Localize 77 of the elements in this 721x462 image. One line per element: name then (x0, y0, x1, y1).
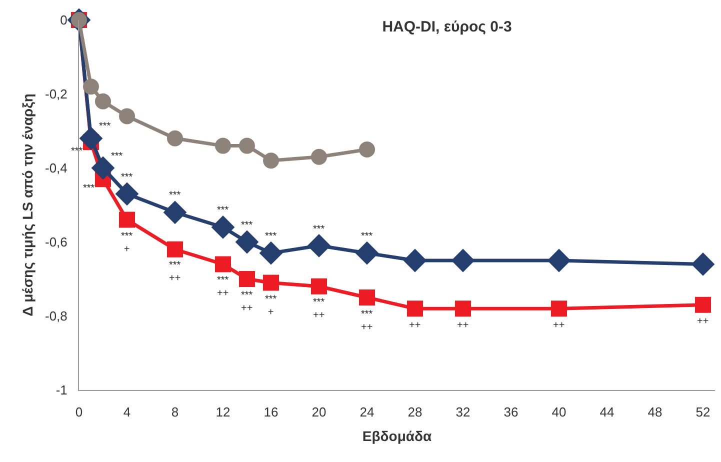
x-tick-label: 28 (408, 404, 422, 420)
annotation: *** (265, 231, 277, 242)
y-tick-label: -0,2 (44, 86, 68, 102)
annotation: *** (71, 146, 83, 157)
point (83, 78, 99, 95)
annotation: *** (169, 190, 181, 201)
annotation: *** ++ (169, 260, 181, 284)
point (359, 290, 375, 306)
annotation: *** ++ (217, 275, 229, 299)
annotation: ++ (553, 320, 565, 331)
point (263, 152, 279, 169)
annotation: *** (313, 224, 325, 235)
point (91, 156, 115, 180)
annotation: *** + (121, 231, 133, 255)
point (119, 212, 135, 228)
y-tick-label: -0,6 (44, 234, 68, 250)
chart-title: HAQ-DI, εύρος 0-3 (382, 18, 512, 36)
point (215, 138, 231, 154)
point (551, 300, 567, 317)
x-tick-label: 48 (648, 404, 662, 420)
point (691, 252, 715, 276)
point (239, 271, 255, 287)
y-axis-title: Δ μέσης τιμής LS από την έναρξη (20, 94, 36, 316)
point (115, 182, 139, 206)
y-tick-label: -0,4 (44, 160, 68, 176)
point (455, 300, 471, 317)
x-tick-label: 44 (600, 404, 614, 420)
x-tick-label: 0 (75, 404, 83, 420)
point (451, 248, 475, 272)
annotation: *** (99, 121, 111, 132)
point (163, 200, 187, 224)
annotation: *** ++ (313, 297, 325, 321)
x-tick-label: 52 (696, 404, 710, 420)
annotation: ++ (457, 320, 469, 331)
point (311, 148, 327, 165)
x-tick-label: 8 (171, 404, 179, 420)
point (235, 230, 259, 254)
point (307, 234, 331, 258)
annotation: *** (121, 172, 133, 183)
point (215, 256, 231, 272)
point (167, 130, 183, 146)
annotation: *** (83, 183, 95, 194)
point (239, 138, 255, 154)
point (263, 274, 279, 291)
point (311, 278, 327, 294)
point (167, 241, 183, 258)
x-tick-label: 32 (456, 404, 470, 420)
point (695, 296, 711, 313)
point (359, 142, 375, 158)
x-tick-label: 20 (312, 404, 326, 420)
point (259, 241, 283, 265)
annotation: *** ++ (241, 290, 253, 314)
point (355, 241, 379, 265)
x-tick-label: 36 (504, 404, 518, 420)
annotation: ++ (697, 316, 709, 327)
x-axis-title: Εβδομάδα (362, 428, 432, 444)
x-tick-label: 24 (360, 404, 374, 420)
point (119, 108, 135, 124)
x-tick-label: 4 (123, 404, 131, 420)
x-tick-label: 12 (216, 404, 230, 420)
annotation: *** ++ (361, 309, 373, 333)
point (211, 216, 235, 239)
point (403, 248, 427, 272)
point (547, 248, 571, 272)
y-tick-label: -1 (56, 382, 68, 398)
point (95, 93, 111, 110)
x-tick-label: 16 (264, 404, 278, 420)
y-tick-label: 0 (60, 12, 68, 28)
point (407, 300, 423, 317)
annotation: *** (241, 220, 253, 231)
y-tick-label: -0,8 (44, 308, 68, 324)
annotation: *** (361, 231, 373, 242)
annotation: ++ (409, 320, 421, 331)
annotation: *** + (265, 294, 277, 318)
annotation: *** (111, 151, 123, 162)
x-tick-label: 40 (552, 404, 566, 420)
annotation: *** (217, 205, 229, 216)
